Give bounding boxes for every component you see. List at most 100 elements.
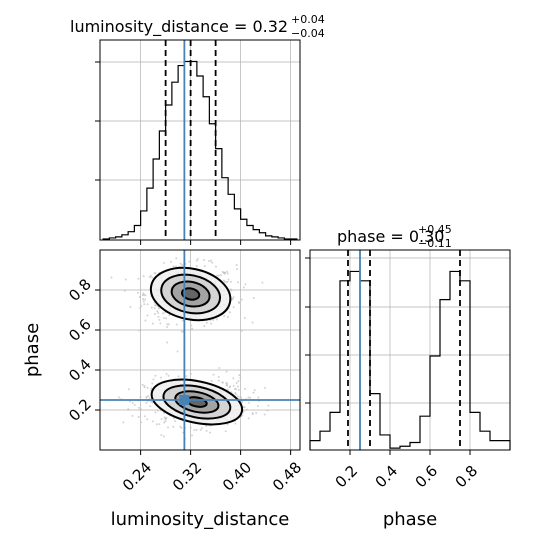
sample-point [226, 423, 229, 426]
contour-mode1-level1 [162, 384, 232, 420]
joint-y-tick-label-2: 0.6 [65, 315, 95, 345]
sample-point [117, 396, 120, 399]
sample-point [191, 327, 194, 330]
sample-point [242, 410, 245, 413]
sample-point [210, 322, 213, 325]
sample-point [221, 381, 224, 384]
sample-point [234, 393, 237, 396]
sample-point [151, 420, 154, 423]
sample-point [252, 391, 255, 394]
luminosity-distance-histogram-panel [95, 39, 301, 245]
sample-point [153, 272, 156, 275]
sample-point [217, 274, 220, 277]
sample-point [227, 278, 230, 281]
panel-frame [309, 249, 511, 451]
sample-point [157, 312, 160, 315]
sample-point [228, 311, 231, 314]
phase-title: phase = 0.30 [337, 227, 444, 246]
sample-point [149, 400, 152, 403]
sample-point [215, 318, 218, 321]
sample-point [146, 386, 149, 389]
sample-point [224, 430, 227, 433]
sample-point [138, 329, 141, 332]
sample-point [237, 388, 240, 391]
phase-x-tick-label-0: 0.2 [332, 462, 362, 492]
sample-point [235, 381, 238, 384]
sample-point [189, 426, 192, 429]
sample-point [145, 401, 148, 404]
sample-point [166, 426, 169, 429]
sample-point [212, 373, 215, 376]
sample-point [251, 413, 254, 416]
luminosity-distance-title: luminosity_distance = 0.32 [70, 17, 288, 37]
sample-point [172, 265, 175, 268]
sample-point [142, 300, 145, 303]
sample-point [159, 376, 162, 379]
sample-point [124, 278, 127, 281]
sample-point [162, 261, 165, 264]
sample-point [110, 276, 113, 279]
sample-point [174, 265, 177, 268]
sample-point [240, 329, 243, 332]
phase-x-tick-label-2: 0.6 [412, 462, 442, 492]
x-axis-label-luminosity-distance: luminosity_distance [111, 509, 290, 530]
sample-point [231, 297, 234, 300]
sample-point [162, 312, 165, 315]
sample-point [232, 296, 235, 299]
sample-point [150, 387, 153, 390]
sample-point [143, 386, 146, 389]
sample-point [129, 305, 132, 308]
joint-x-tick-label-1: 0.32 [169, 458, 205, 494]
sample-point [255, 412, 258, 415]
sample-point [142, 275, 145, 278]
sample-point [142, 292, 145, 295]
sample-point [225, 381, 228, 384]
sample-point [137, 406, 140, 409]
sample-point [264, 386, 267, 389]
sample-point [221, 270, 224, 273]
sample-point [234, 422, 237, 425]
sample-point [190, 434, 193, 437]
sample-point [131, 414, 134, 417]
sample-point [146, 303, 149, 306]
sample-point [159, 322, 162, 325]
sample-point [151, 276, 154, 279]
sample-point [241, 414, 244, 417]
density-fill-mode0-level3 [181, 288, 200, 300]
sample-point [131, 401, 134, 404]
histogram-step-line [102, 60, 298, 240]
sample-point [123, 289, 126, 292]
joint-x-tick-label-2: 0.40 [219, 458, 255, 494]
sample-point [212, 318, 215, 321]
sample-point [166, 323, 169, 326]
sample-point [203, 258, 206, 261]
sample-point [168, 314, 171, 317]
joint-y-tick-label-3: 0.8 [65, 275, 95, 305]
sample-point [138, 295, 141, 298]
sample-point [251, 321, 254, 324]
sample-point [195, 428, 198, 431]
sample-point [225, 383, 228, 386]
sample-point [232, 377, 235, 380]
sample-point [203, 265, 206, 268]
sample-point [122, 421, 125, 424]
sample-point [146, 314, 149, 317]
sample-point [148, 397, 151, 400]
sample-point [149, 274, 152, 277]
sample-point [248, 401, 251, 404]
sample-point [144, 298, 147, 301]
sample-point [209, 431, 212, 434]
sample-point [185, 375, 188, 378]
contour-mode1-level2 [174, 390, 220, 414]
sample-point [185, 369, 188, 372]
sample-point [229, 280, 232, 283]
sample-point [238, 374, 241, 377]
sample-point [133, 403, 136, 406]
sample-point [156, 409, 159, 412]
sample-point [174, 420, 177, 423]
sample-point [180, 330, 183, 333]
sample-point [263, 413, 266, 416]
sample-point [158, 318, 161, 321]
sample-point [190, 324, 193, 327]
sample-point [210, 259, 213, 262]
